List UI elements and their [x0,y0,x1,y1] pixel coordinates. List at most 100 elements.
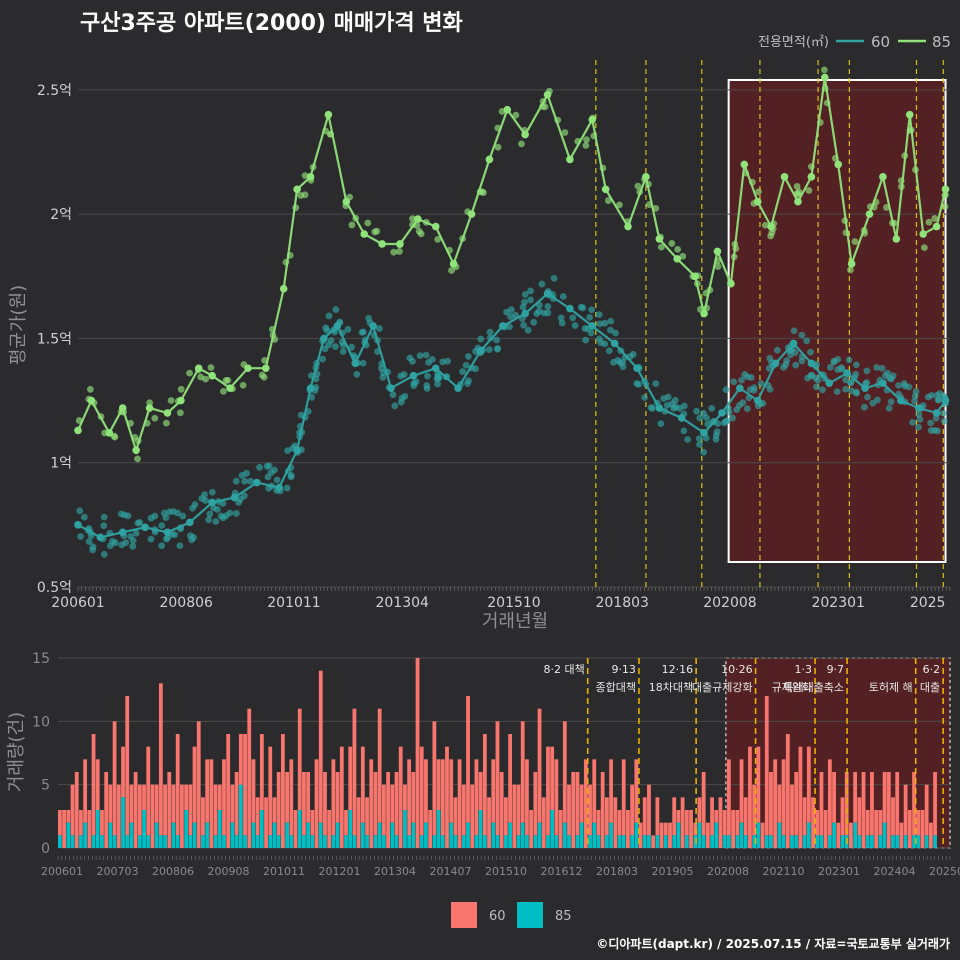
bar-85 [609,822,613,848]
bar-60 [874,810,879,848]
data-point-85 [905,110,914,119]
bar-60 [924,784,929,836]
bar-60 [832,772,836,823]
bar-60 [230,784,235,823]
scatter-point-60 [503,308,511,316]
bar-85 [453,835,458,848]
scatter-point-85 [220,387,227,395]
scatter-point-85 [820,66,828,74]
bar-60 [348,746,353,810]
scatter-point-60 [845,356,853,364]
bar-85 [840,835,845,848]
bar-60 [878,810,883,836]
scatter-point-85 [434,235,442,243]
data-point-60 [932,409,941,417]
scatter-point-60 [243,469,250,477]
bar-85 [588,835,592,848]
scatter-point-60 [485,346,493,353]
bar-85 [192,822,197,848]
scatter-point-85 [494,143,502,151]
chart-title: 구산3주공 아파트(2000) 매매가격 변화 [80,11,463,36]
data-point-85 [194,364,203,373]
scatter-point-60 [819,386,826,394]
bar-85 [129,822,134,848]
scatter-point-60 [757,380,765,387]
scatter-point-60 [695,435,703,442]
data-point-60 [333,322,342,330]
bar-60 [609,759,613,823]
bar-85 [230,822,235,848]
scatter-point-85 [755,188,762,196]
data-point-85 [414,215,422,223]
scatter-point-85 [177,385,185,393]
scatter-point-60 [544,309,552,317]
bar-60 [394,772,399,836]
bar-60 [108,784,113,823]
bar-85 [407,835,412,848]
scatter-point-60 [412,378,420,386]
volume-x-tick-label: 202301 [818,865,860,878]
bar-60 [154,784,159,823]
scatter-point-60 [739,399,747,407]
scatter-point-60 [864,393,871,401]
scatter-point-60 [878,364,886,372]
legend-top: 전용면적(㎡) 60 85 [758,33,951,51]
scatter-point-85 [795,188,803,196]
bar-85 [331,835,336,848]
scatter-point-85 [176,409,184,417]
bar-60 [823,810,828,848]
x-tick-label: 202301 [811,595,864,611]
scatter-point-85 [793,183,801,190]
data-point-85 [543,91,552,99]
scatter-point-60 [397,398,405,406]
bar-85 [533,835,538,848]
bar-60 [297,708,302,810]
data-point-60 [521,309,529,318]
bar-60 [234,772,239,836]
bar-60 [882,772,887,823]
bar-85 [857,835,862,848]
scatter-point-85 [162,419,170,427]
bar-85 [815,835,820,848]
bar-85 [579,822,584,848]
bar-85 [259,810,264,848]
bar-85 [525,835,529,848]
bar-85 [188,835,193,848]
bar-60 [541,797,546,848]
bar-60 [192,746,197,823]
bar-60 [314,759,319,848]
data-point-60 [941,396,950,405]
scatter-point-60 [235,499,243,506]
bar-60 [217,784,222,810]
scatter-point-85 [86,385,94,393]
bar-85 [238,784,243,848]
bar-85 [916,835,921,848]
scatter-point-60 [507,313,514,320]
data-point-85 [847,260,856,268]
bar-60 [175,734,180,836]
data-point-60 [454,384,462,392]
scatter-point-85 [222,377,230,384]
bar-60 [360,746,365,823]
bar-60 [634,759,639,823]
scatter-point-60 [122,539,130,547]
bar-60 [478,772,483,810]
scatter-point-85 [364,219,372,227]
scatter-point-60 [869,399,877,407]
x-tick-label: 202008 [703,595,756,611]
scatter-point-60 [834,355,842,363]
scatter-point-60 [738,376,745,384]
bar-85 [504,835,508,848]
bar-60 [112,721,117,836]
bar-85 [617,835,622,848]
bar-60 [583,759,588,848]
bar-60 [537,708,542,823]
scatter-point-60 [89,543,97,551]
bar-85 [466,822,470,848]
bar-60 [339,746,344,848]
data-point-85 [262,364,270,373]
bar-60 [798,746,803,848]
scatter-point-60 [321,345,329,353]
scatter-point-85 [925,218,933,226]
scatter-point-60 [696,441,703,448]
